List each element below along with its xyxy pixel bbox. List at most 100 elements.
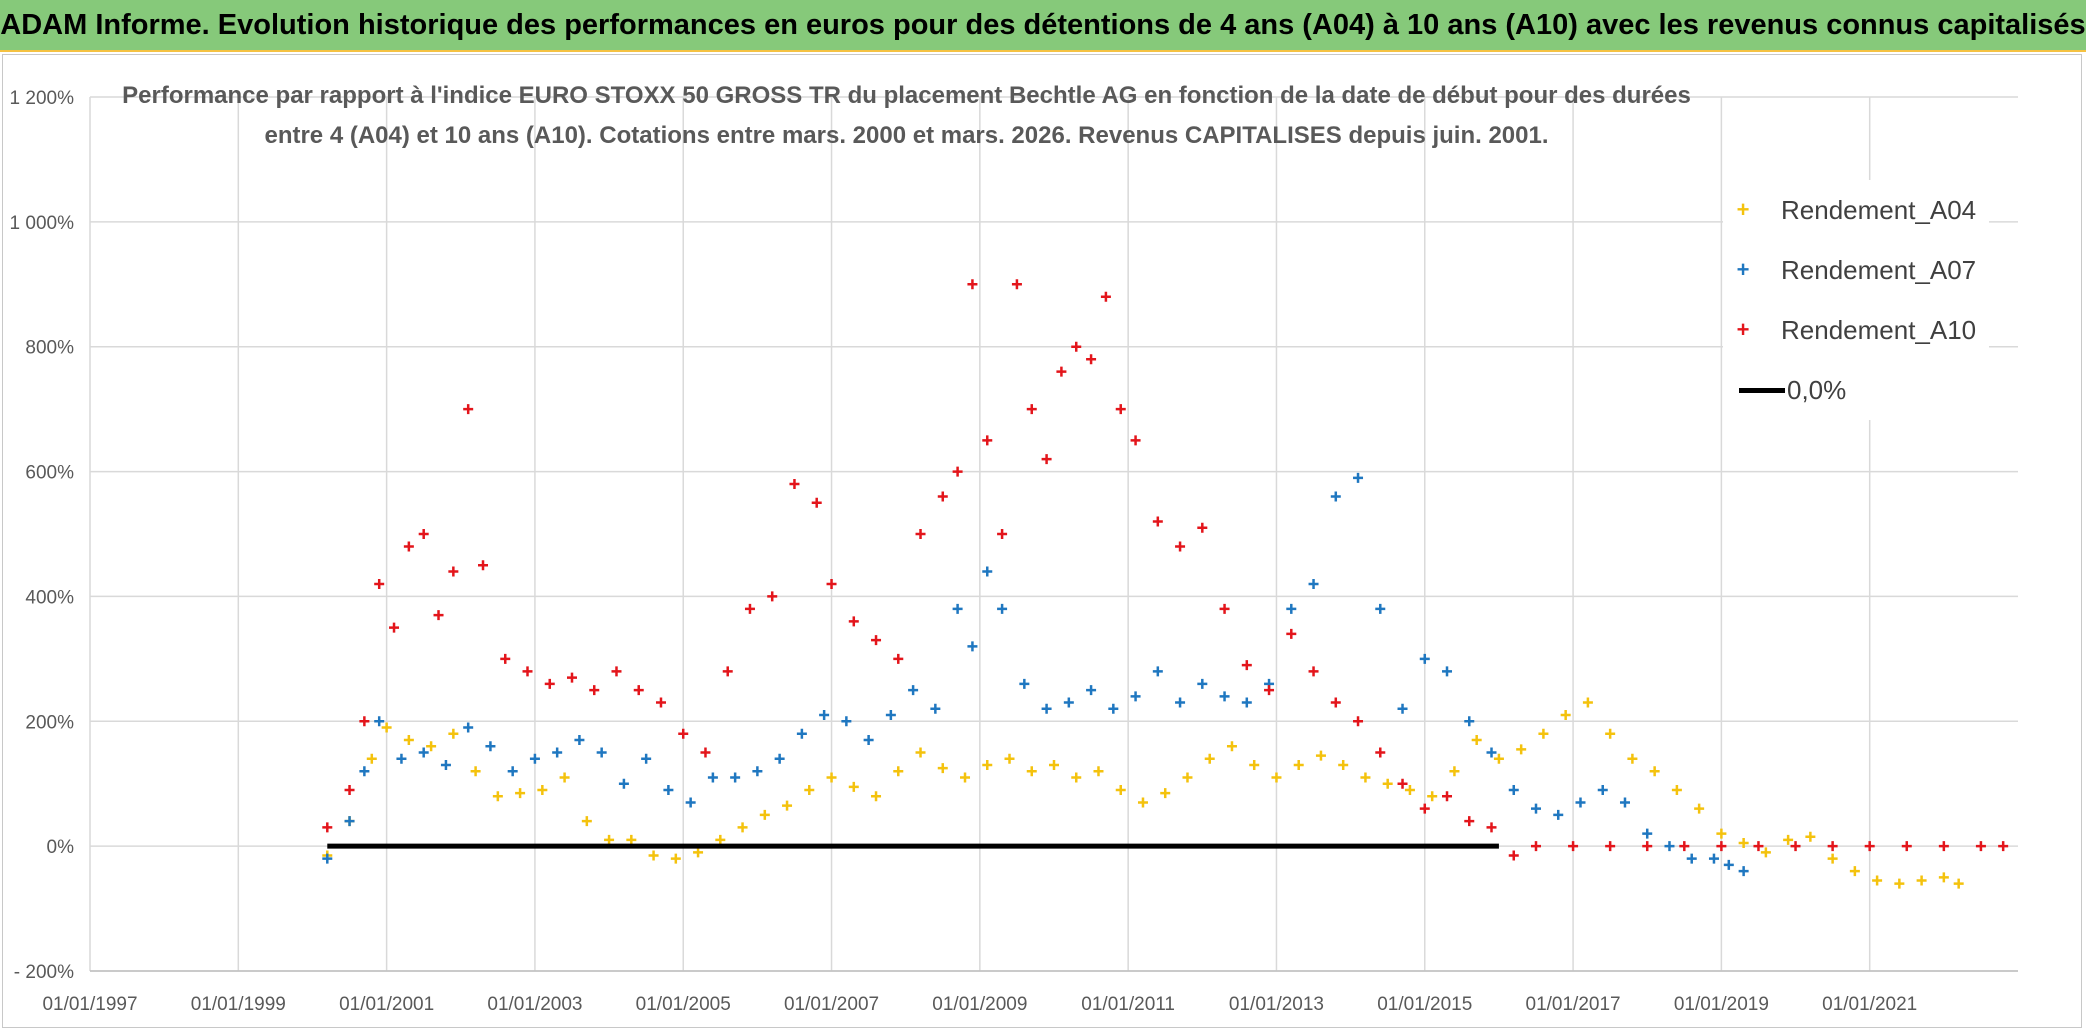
data-point — [1019, 678, 1030, 689]
data-point — [418, 529, 429, 539]
legend-item-zero: 0,0% — [1723, 370, 1846, 410]
data-point — [1011, 279, 1022, 290]
legend-label-a04: Rendement_A04 — [1781, 194, 1977, 225]
data-point — [1226, 741, 1237, 752]
zero-line-icon — [1739, 387, 1785, 393]
data-point — [678, 728, 689, 739]
data-point — [389, 622, 400, 633]
data-point — [774, 753, 785, 764]
data-point — [1197, 678, 1208, 689]
data-point — [1063, 697, 1074, 708]
data-point — [804, 784, 815, 795]
data-point — [796, 728, 807, 739]
data-point — [767, 591, 778, 602]
data-point — [344, 784, 355, 795]
data-point — [1056, 366, 1067, 377]
data-point — [1508, 850, 1519, 861]
data-point — [1538, 728, 1549, 739]
data-point — [693, 847, 704, 858]
data-point — [322, 853, 333, 864]
data-point — [403, 541, 414, 552]
data-point — [1442, 791, 1453, 802]
report-title: ADAM Informe. Evolution historique des p… — [0, 8, 2086, 41]
x-tick-label: 01/01/2007 — [784, 994, 879, 1015]
data-point — [626, 834, 637, 845]
data-point — [982, 566, 993, 577]
data-point — [655, 697, 666, 708]
data-point — [1827, 853, 1838, 864]
data-point — [1330, 697, 1341, 708]
data-point — [1353, 716, 1364, 727]
data-point — [1449, 766, 1460, 777]
data-point — [1901, 841, 1912, 852]
data-point — [937, 491, 948, 502]
data-point — [1360, 772, 1371, 783]
data-point — [1419, 803, 1430, 814]
data-point — [544, 678, 555, 689]
data-point — [1493, 753, 1504, 764]
series-rendement-a10 — [322, 279, 2009, 861]
data-point — [1605, 728, 1616, 739]
x-tick-label: 01/01/1999 — [191, 994, 286, 1015]
data-point — [581, 816, 592, 827]
data-point — [1998, 841, 2009, 852]
data-point — [1130, 435, 1141, 446]
data-point — [1760, 847, 1771, 858]
data-point — [537, 784, 548, 795]
data-point — [871, 791, 882, 802]
data-point — [1553, 809, 1564, 820]
data-point — [1805, 831, 1816, 842]
data-point — [418, 747, 429, 758]
legend-label-a10: Rendement_A10 — [1781, 314, 1977, 345]
data-point — [915, 747, 926, 758]
plus-marker-icon: + — [1736, 317, 1750, 342]
y-tick-label: 600% — [25, 463, 74, 484]
chart-frame — [2, 54, 2082, 1028]
data-point — [1419, 653, 1430, 664]
data-point — [381, 722, 392, 733]
data-point — [1649, 766, 1660, 777]
data-point — [982, 435, 993, 446]
chart-title-line-1: Performance par rapport à l'indice EURO … — [122, 82, 1691, 109]
data-point — [1849, 866, 1860, 877]
data-point — [1241, 697, 1252, 708]
data-point — [707, 772, 718, 783]
data-point — [1642, 841, 1653, 852]
data-point — [1508, 784, 1519, 795]
data-point — [1353, 472, 1364, 483]
data-point — [515, 788, 526, 799]
data-point — [1686, 853, 1697, 864]
data-point — [1152, 516, 1163, 527]
data-point — [1308, 666, 1319, 677]
data-point — [322, 822, 333, 833]
data-point — [1397, 778, 1408, 789]
data-point — [359, 766, 370, 777]
x-tick-label: 01/01/2017 — [1526, 994, 1621, 1015]
legend-label-zero: 0,0% — [1787, 374, 1847, 405]
data-point — [1271, 772, 1282, 783]
data-point — [826, 578, 837, 589]
data-point — [997, 529, 1008, 539]
data-point — [604, 834, 615, 845]
data-point — [522, 666, 533, 677]
data-point — [700, 747, 711, 758]
y-tick-label: 800% — [25, 338, 74, 359]
chart-legend: + Rendement_A04 + Rendement_A07 + Rendem… — [1723, 180, 1989, 420]
y-tick-label: 1 200% — [10, 88, 75, 109]
data-point — [997, 603, 1008, 614]
data-point — [1286, 603, 1297, 614]
data-point — [648, 850, 659, 861]
data-point — [1308, 578, 1319, 589]
y-tick-label: 1 000% — [10, 213, 75, 234]
data-point — [863, 735, 874, 746]
data-point — [1790, 841, 1801, 852]
data-point — [374, 716, 385, 727]
data-point — [1175, 541, 1186, 552]
data-point — [1708, 853, 1719, 864]
data-point — [1679, 841, 1690, 852]
x-axis-ticks: 01/01/1997 01/01/1999 01/01/2001 01/01/2003… — [42, 994, 1917, 1015]
data-point — [552, 747, 563, 758]
data-point — [1315, 750, 1326, 761]
data-point — [1071, 772, 1082, 783]
